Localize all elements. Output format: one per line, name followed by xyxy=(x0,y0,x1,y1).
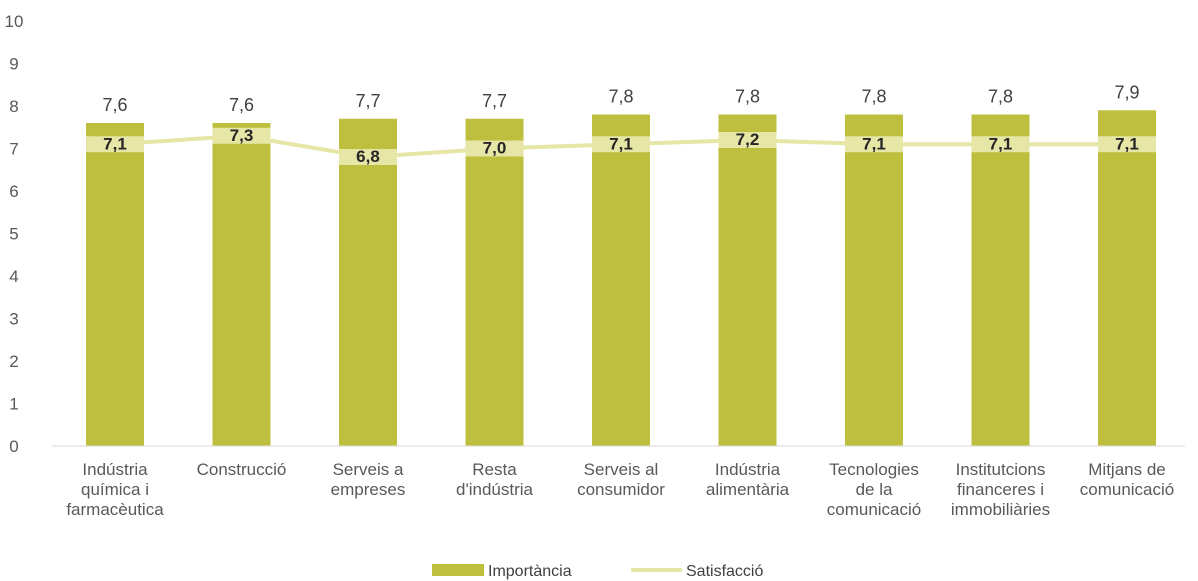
legend-label-importancia: Importància xyxy=(488,563,572,580)
bar-value-label: 7,6 xyxy=(229,95,254,115)
x-category-label: Mitjans de comunicació xyxy=(1080,460,1175,499)
x-category-label: Indústria química i farmacèutica xyxy=(66,460,164,519)
line-value-label: 7,0 xyxy=(483,139,507,158)
line-marker-satisfaccio xyxy=(212,127,271,144)
x-axis: Indústria química i farmacèutica Construcci… xyxy=(52,445,1185,519)
legend: Importància Satisfacció xyxy=(432,563,763,580)
line-marker-satisfaccio xyxy=(592,136,650,153)
y-tick-label: 2 xyxy=(9,352,18,371)
line-series xyxy=(86,127,1156,165)
y-tick-label: 8 xyxy=(9,97,18,116)
bar-labels: 7,6 7,6 7,7 7,7 7,8 7,8 7,8 7,8 7,9 xyxy=(102,82,1139,115)
line-marker-satisfaccio xyxy=(339,149,397,165)
bar-importancia xyxy=(465,118,524,446)
bar-importancia xyxy=(86,123,144,446)
line-marker-satisfaccio xyxy=(465,140,524,157)
line-marker-satisfaccio xyxy=(845,136,903,153)
line-marker-satisfaccio xyxy=(86,136,144,153)
bar-value-label: 7,7 xyxy=(355,91,380,111)
y-tick-label: 7 xyxy=(9,140,18,159)
bar-importancia xyxy=(971,114,1030,446)
x-category-label: Tecnologies de la comunicació xyxy=(827,460,922,519)
line-labels: 7,1 7,3 6,8 7,0 7,1 7,2 7,1 7,1 7,1 xyxy=(103,126,1139,166)
bar-importancia xyxy=(339,118,397,446)
legend-swatch-importancia xyxy=(432,564,484,576)
line-marker-satisfaccio xyxy=(971,136,1030,153)
line-value-label: 6,8 xyxy=(356,147,380,166)
x-category-label: Serveis al consumidor xyxy=(577,460,665,499)
y-tick-label: 1 xyxy=(9,395,18,414)
y-tick-label: 6 xyxy=(9,182,18,201)
y-tick-label: 0 xyxy=(9,437,18,456)
bar-value-label: 7,6 xyxy=(102,95,127,115)
bar-value-label: 7,7 xyxy=(482,91,507,111)
line-value-label: 7,3 xyxy=(230,126,254,145)
bar-value-label: 7,8 xyxy=(988,87,1013,107)
x-category-label: Serveis a empreses xyxy=(331,460,406,499)
bar-importancia xyxy=(1098,110,1156,446)
y-axis: 0 1 2 3 4 5 6 7 8 9 10 xyxy=(5,12,24,456)
line-value-label: 7,1 xyxy=(1115,134,1139,153)
line-value-label: 7,1 xyxy=(103,134,127,153)
bar-value-label: 7,9 xyxy=(1114,82,1139,102)
line-marker-satisfaccio xyxy=(1098,136,1156,153)
x-category-label: Resta d'indústria xyxy=(456,460,534,499)
bar-importancia xyxy=(845,114,903,446)
x-category-label: Indústria alimentària xyxy=(706,460,790,499)
bar-value-label: 7,8 xyxy=(861,87,886,107)
y-tick-label: 9 xyxy=(9,55,18,74)
y-tick-label: 5 xyxy=(9,225,18,244)
bar-importancia xyxy=(592,114,650,446)
x-category-label: Construcció xyxy=(197,460,287,479)
x-category-label: Institutcions financeres i immobiliàries xyxy=(951,460,1050,519)
bar-value-label: 7,8 xyxy=(735,87,760,107)
line-value-label: 7,1 xyxy=(862,134,886,153)
y-tick-label: 10 xyxy=(5,12,24,31)
bar-importancia xyxy=(212,123,271,446)
legend-label-satisfaccio: Satisfacció xyxy=(686,563,763,580)
bars xyxy=(86,110,1156,446)
y-tick-label: 4 xyxy=(9,267,18,286)
line-value-label: 7,2 xyxy=(736,130,760,149)
line-marker-satisfaccio xyxy=(718,132,777,148)
bar-importancia xyxy=(718,114,777,446)
y-tick-label: 3 xyxy=(9,310,18,329)
line-value-label: 7,1 xyxy=(989,134,1013,153)
bar-value-label: 7,8 xyxy=(608,87,633,107)
line-value-label: 7,1 xyxy=(609,134,633,153)
